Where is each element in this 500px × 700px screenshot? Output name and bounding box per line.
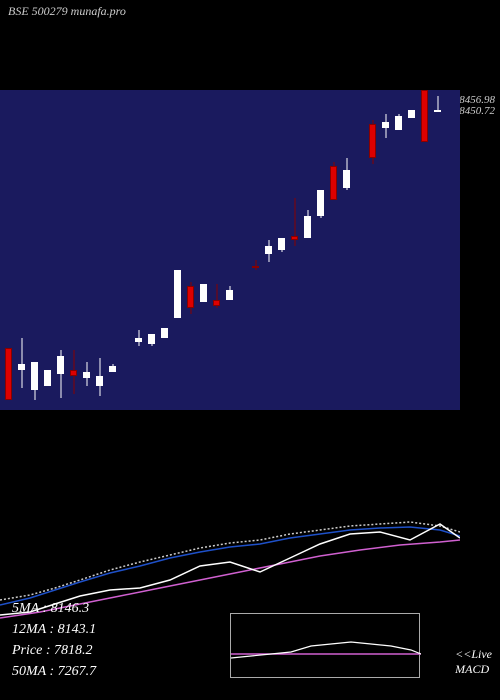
- macd-label: <<Live MACD: [455, 647, 492, 678]
- ma12-stat: 12MA : 8143.1: [12, 619, 96, 640]
- stats-block: 5MA : 8146.3 12MA : 8143.1 Price : 7818.…: [12, 598, 96, 682]
- chart-header: BSE 500279 munafa.pro: [8, 4, 126, 19]
- ma50-stat: 50MA : 7267.7: [12, 661, 96, 682]
- price-stat: Price : 7818.2: [12, 640, 96, 661]
- macd-inset: [230, 613, 420, 678]
- ma5-stat: 5MA : 8146.3: [12, 598, 96, 619]
- candlestick-chart: [0, 90, 460, 410]
- source-label: munafa.pro: [71, 4, 126, 18]
- price-axis-label: 8456.98 8450.72: [459, 95, 495, 117]
- ticker-label: BSE 500279: [8, 4, 68, 18]
